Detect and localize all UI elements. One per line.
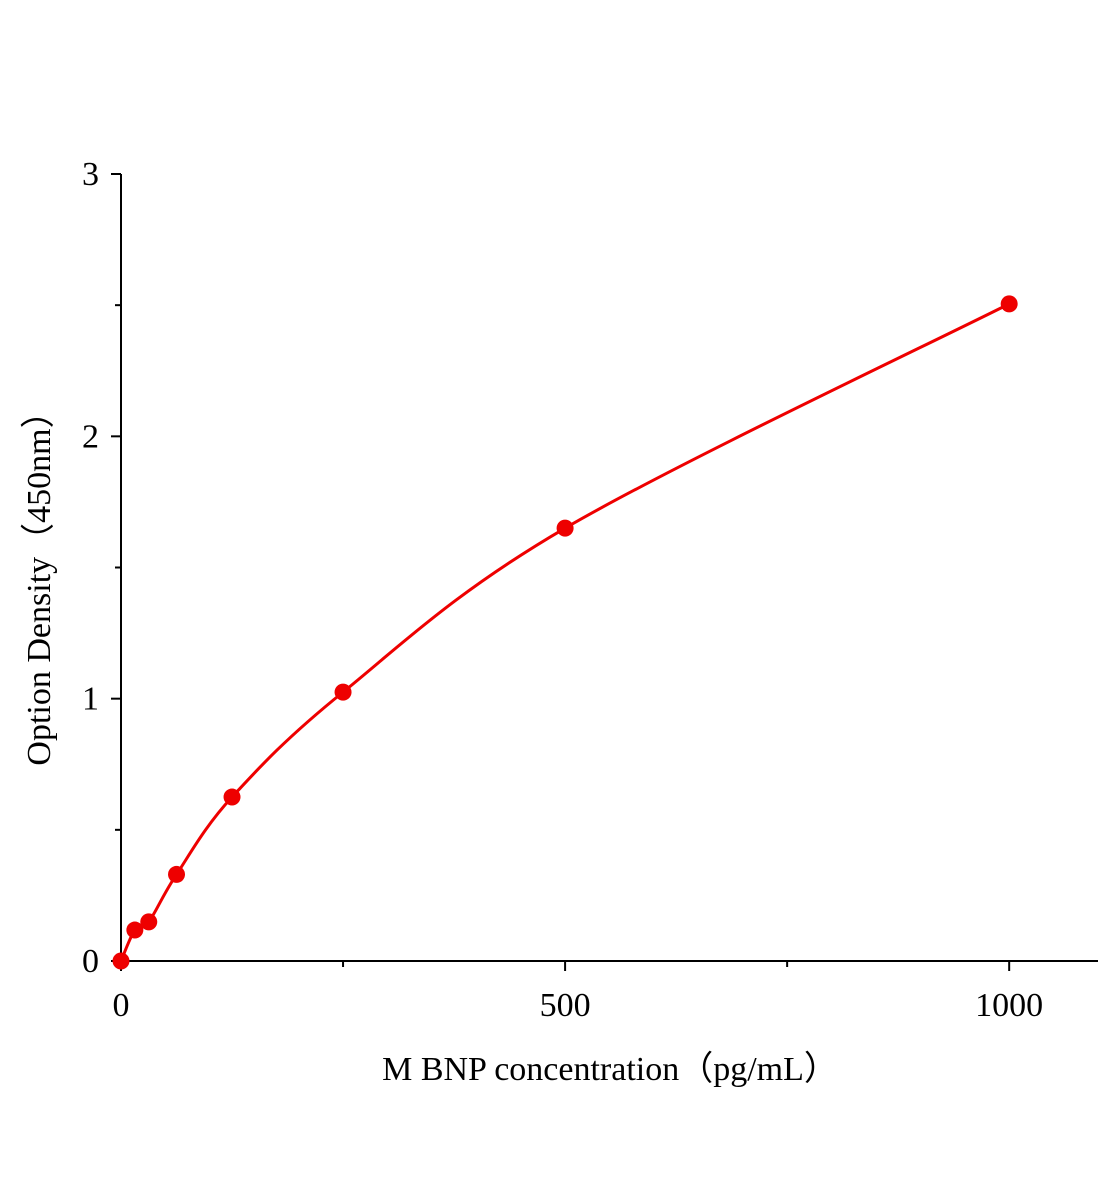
x-tick-label: 0 bbox=[113, 987, 130, 1024]
y-tick-label: 2 bbox=[82, 418, 99, 455]
y-axis-label: Option Density（450nm） bbox=[20, 394, 58, 765]
y-tick-label: 3 bbox=[82, 156, 99, 193]
x-tick-label: 500 bbox=[540, 987, 591, 1024]
data-point bbox=[168, 865, 186, 883]
data-point bbox=[556, 519, 574, 537]
data-point bbox=[112, 952, 130, 970]
y-tick-label: 0 bbox=[82, 943, 99, 980]
x-axis-label: M BNP concentration（pg/mL） bbox=[382, 1050, 838, 1088]
data-point bbox=[140, 913, 158, 931]
y-tick-label: 1 bbox=[82, 681, 99, 718]
x-tick-label: 1000 bbox=[975, 987, 1043, 1024]
data-point bbox=[126, 921, 144, 939]
data-point bbox=[1000, 295, 1018, 313]
fit-line bbox=[119, 302, 1010, 962]
data-point bbox=[223, 788, 241, 806]
data-point bbox=[334, 683, 352, 701]
